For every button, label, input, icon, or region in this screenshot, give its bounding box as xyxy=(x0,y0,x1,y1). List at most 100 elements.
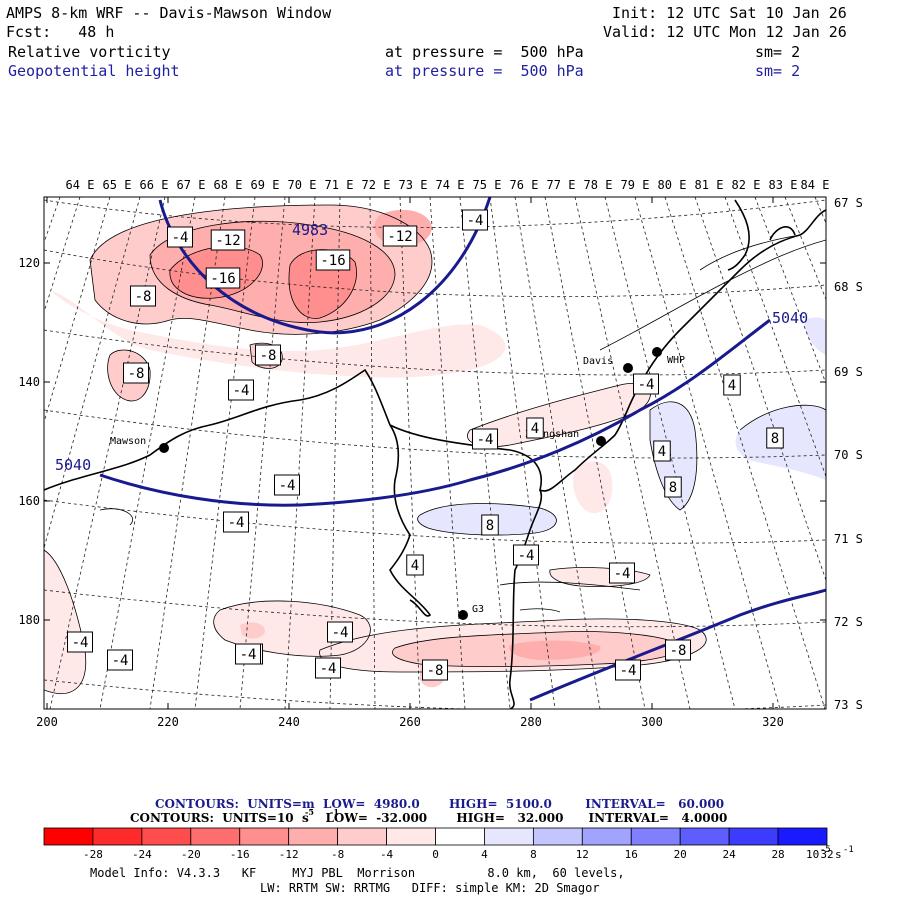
colorbar-cell xyxy=(43,827,94,846)
lat-label: 69 S xyxy=(834,365,863,379)
vorticity-label: -4 xyxy=(332,625,349,641)
colorbar-tick-label: -28 xyxy=(83,848,103,861)
vorticity-label: -8 xyxy=(128,366,145,382)
colorbar-tick-label: 24 xyxy=(723,848,737,861)
vorticity-label: -16 xyxy=(210,271,235,287)
station-dot-mawson xyxy=(159,443,169,453)
vorticity-label: 4 xyxy=(411,558,419,574)
vorticity-label: 8 xyxy=(669,480,677,496)
vorticity-label: 8 xyxy=(486,518,494,534)
longitude-labels: 64 E 65 E 66 E 67 E 68 E 69 E 70 E 71 E … xyxy=(66,178,830,192)
model-info-line2: LW: RRTM SW: RRTMG DIFF: simple KM: 2D S… xyxy=(260,881,600,895)
vorticity-label: -16 xyxy=(320,253,345,269)
lon-label: 72 E xyxy=(362,178,391,192)
lon-label: 80 E xyxy=(658,178,687,192)
colorbar-tick-label: -20 xyxy=(181,848,201,861)
lon-label: 69 E xyxy=(251,178,280,192)
vorticity-unit-s-exp: -1 xyxy=(330,807,339,817)
vorticity-label-box xyxy=(130,285,156,307)
grid-y-label: 160 xyxy=(18,494,40,508)
vorticity-label-box xyxy=(665,639,691,661)
colorbar-cell xyxy=(484,827,534,846)
colorbar-cell xyxy=(92,827,143,846)
colorbar-cell xyxy=(435,827,485,846)
vorticity-contour-info: CONTOURS: UNITS=10 s LOW= -32.000 HIGH= … xyxy=(130,811,728,825)
vorticity-label: 4 xyxy=(658,444,666,460)
grid-labels: 120 140 160 180 200 220 240 260 280 300 … xyxy=(18,256,784,729)
vorticity-label-box xyxy=(513,544,539,566)
vorticity-label-box xyxy=(422,659,448,681)
colorbar-cell xyxy=(630,827,681,846)
model-info-line1: Model Info: V4.3.3 KF MYJ PBL Morrison 8… xyxy=(90,866,625,880)
vorticity-label: -4 xyxy=(112,653,129,669)
lat-label: 73 S xyxy=(834,698,863,712)
coastline xyxy=(44,199,826,709)
vorticity-label: -4 xyxy=(638,377,655,393)
axis-ticks xyxy=(44,197,826,709)
stations: Mawson Davis WHP Zhongshan G3 xyxy=(110,347,685,620)
colorbar-tick-label: 0 xyxy=(432,848,439,861)
vorticity-label-box xyxy=(67,631,93,653)
lat-label: 68 S xyxy=(834,280,863,294)
vorticity-label-box xyxy=(210,229,246,251)
vorticity-label-box xyxy=(462,209,488,231)
vorticity-label-box xyxy=(526,417,544,439)
lon-label: 81 E xyxy=(695,178,724,192)
lon-label: 68 E xyxy=(214,178,243,192)
station-dot-zhongshan xyxy=(596,436,606,446)
station-dot-g3 xyxy=(458,610,468,620)
colorbar-unit: 10 -5 s -1 xyxy=(806,845,854,861)
grid-x-label: 200 xyxy=(36,715,58,729)
colorbar-cell xyxy=(141,827,192,846)
vorticity-label: -4 xyxy=(614,566,631,582)
vorticity-label: -4 xyxy=(320,661,337,677)
valid-time: Valid: 12 UTC Mon 12 Jan 26 xyxy=(603,23,847,41)
colorbar-tick-label: -8 xyxy=(331,848,344,861)
vorticity-unit-exp: -5 xyxy=(305,807,314,817)
station-dot-davis xyxy=(623,363,633,373)
height-label: 4983 xyxy=(292,221,328,239)
vorticity-label-box xyxy=(723,374,741,396)
vorticity-contours xyxy=(44,204,826,694)
colorbar-tick-label: 28 xyxy=(771,848,784,861)
vorticity-label-box xyxy=(664,476,682,498)
grid-y-label: 140 xyxy=(18,375,40,389)
colorbar-cell xyxy=(190,827,241,846)
height-label: 5040 xyxy=(55,456,91,474)
lon-label: 74 E xyxy=(436,178,465,192)
height-contours xyxy=(99,197,826,702)
title: AMPS 8-km WRF -- Davis-Mawson Window xyxy=(6,4,332,22)
vorticity-label-box xyxy=(382,225,418,247)
vorticity-label-box xyxy=(633,373,659,395)
vorticity-label-box xyxy=(481,514,499,536)
lat-label: 71 S xyxy=(834,532,863,546)
lat-label: 72 S xyxy=(834,615,863,629)
vorticity-label: -8 xyxy=(670,643,687,659)
colorbar-tick-label: -4 xyxy=(380,848,394,861)
vorticity-label-box xyxy=(766,427,784,449)
vorticity-label-box xyxy=(167,226,193,248)
vorticity-label: -4 xyxy=(477,432,494,448)
vorticity-label-box xyxy=(315,657,341,679)
vorticity-label-box xyxy=(255,344,281,366)
station-label-whp: WHP xyxy=(667,355,685,366)
vorticity-label: -4 xyxy=(172,230,189,246)
grid-x-label: 300 xyxy=(641,715,663,729)
colorbar-tick-label: 8 xyxy=(530,848,537,861)
vorticity-label: -8 xyxy=(427,663,444,679)
lon-label: 83 E xyxy=(769,178,798,192)
station-label-zhongshan: Zhongshan xyxy=(525,429,579,440)
lon-label: 71 E xyxy=(325,178,354,192)
vorticity-label: -8 xyxy=(135,289,152,305)
grid-y-label: 180 xyxy=(18,613,40,627)
colorbar-tick-label: 16 xyxy=(625,848,638,861)
plot-frame xyxy=(43,196,827,710)
grid-x-label: 240 xyxy=(278,715,300,729)
vorticity-label: 4 xyxy=(728,378,736,394)
vorticity-label: -4 xyxy=(233,383,250,399)
vorticity-label: -4 xyxy=(240,647,257,663)
vorticity-label-box xyxy=(406,554,424,576)
vorticity-label-box xyxy=(315,249,351,271)
colorbar-cell xyxy=(239,827,290,846)
